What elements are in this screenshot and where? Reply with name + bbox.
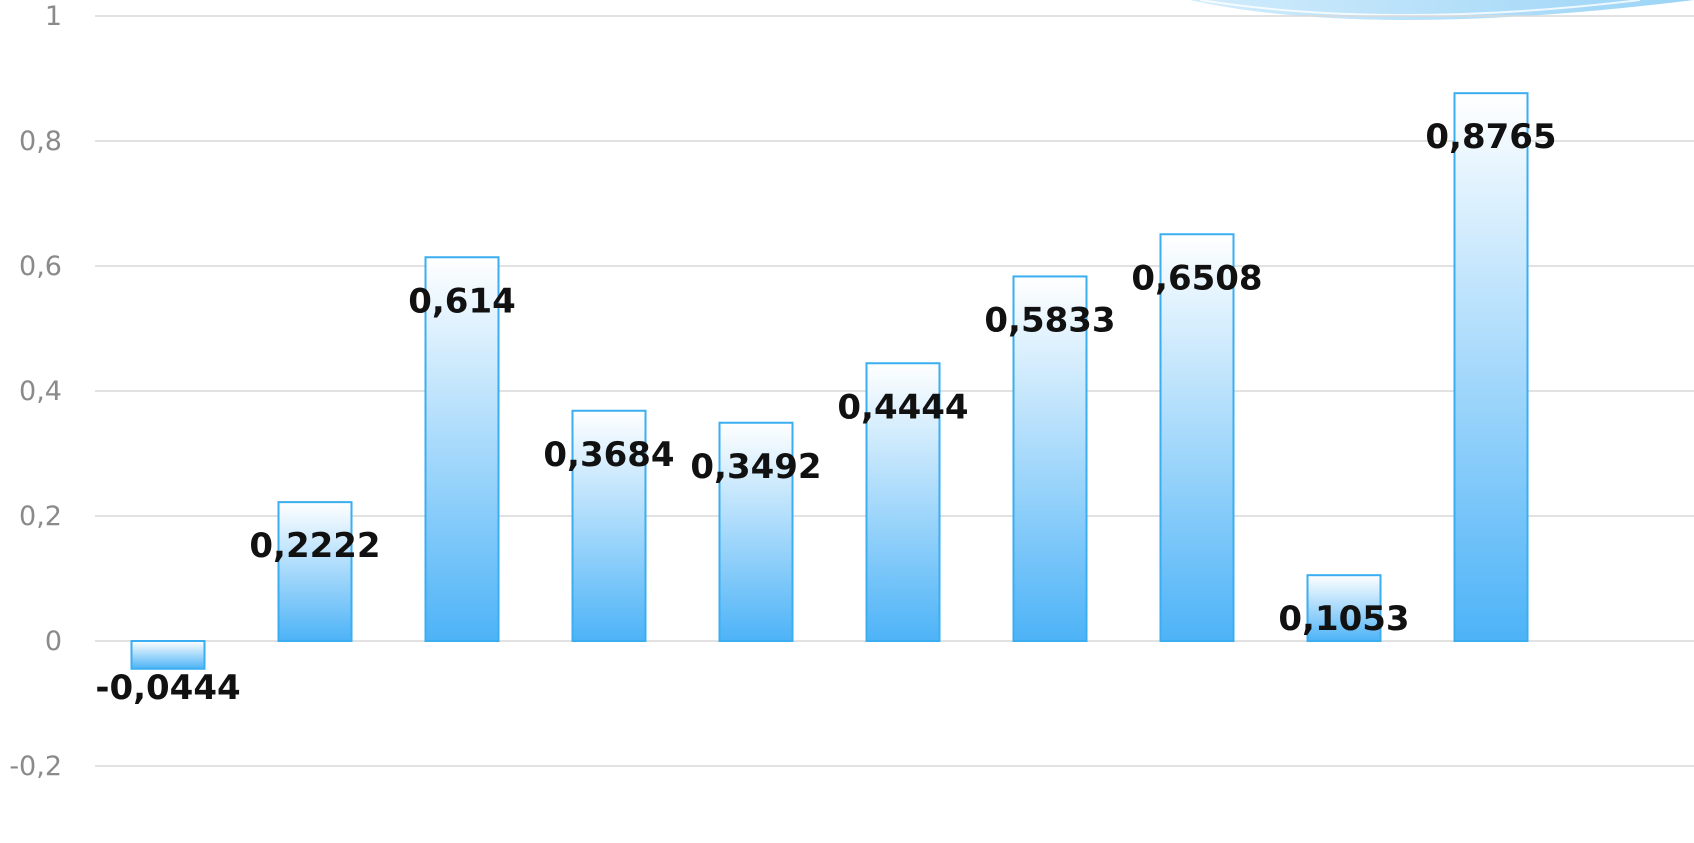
bar-4: [571, 409, 647, 642]
y-tick-label: -0,2: [9, 751, 62, 782]
bar-1: [130, 640, 206, 670]
data-label-6: 0,4444: [837, 387, 968, 427]
y-tick-label: 0,8: [19, 126, 62, 157]
bars: [130, 92, 1529, 670]
data-label-10: 0,8765: [1425, 117, 1556, 157]
decorative-swoosh-line: [1199, 0, 1641, 16]
data-label-2: 0,2222: [249, 526, 380, 566]
data-label-7: 0,5833: [984, 300, 1115, 340]
decorative-swoosh: [1190, 0, 1694, 20]
bar-10: [1453, 92, 1529, 642]
bar-7: [1012, 275, 1088, 642]
bar-5: [718, 421, 794, 642]
bar-8: [1159, 233, 1235, 642]
y-tick-label: 1: [45, 1, 62, 32]
data-label-1: -0,0444: [95, 668, 240, 708]
data-label-9: 0,1053: [1278, 599, 1409, 639]
data-label-8: 0,6508: [1131, 258, 1262, 298]
gridlines: [95, 15, 1694, 767]
y-tick-label: 0,2: [19, 501, 62, 532]
y-tick-label: 0,6: [19, 251, 62, 282]
bar-3: [424, 256, 500, 642]
bar-9: [1306, 574, 1382, 642]
bar-2: [277, 501, 353, 642]
data-label-5: 0,3492: [690, 447, 821, 487]
y-axis: -0,2 0 0,2 0,4 0,6 0,8 1: [9, 1, 62, 782]
data-label-4: 0,3684: [543, 435, 674, 475]
data-labels: -0,0444 0,2222 0,614 0,3684 0,3492 0,4444 0,58…: [95, 117, 1556, 708]
y-tick-label: 0: [45, 626, 62, 657]
bar-6: [865, 362, 941, 642]
y-tick-label: 0,4: [19, 376, 62, 407]
data-label-3: 0,614: [408, 281, 516, 321]
